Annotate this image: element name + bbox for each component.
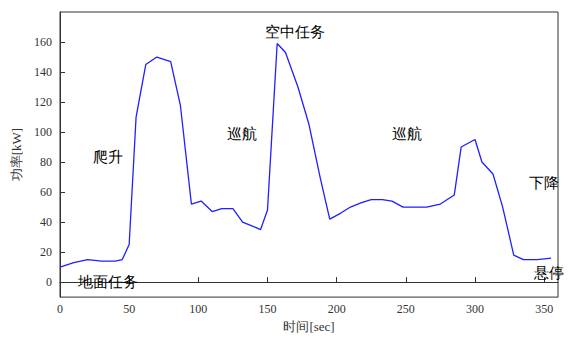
svg-text:250: 250 [397,302,415,316]
svg-text:60: 60 [40,185,52,199]
svg-text:100: 100 [189,302,207,316]
svg-text:150: 150 [259,302,277,316]
svg-text:巡航: 巡航 [392,126,422,142]
svg-text:20: 20 [40,245,52,259]
svg-text:50: 50 [123,302,135,316]
svg-text:140: 140 [34,65,52,79]
svg-text:爬升: 爬升 [93,149,123,165]
svg-text:悬停: 悬停 [533,265,564,281]
svg-text:地面任务: 地面任务 [77,274,138,290]
svg-text:300: 300 [466,302,484,316]
svg-text:40: 40 [40,215,52,229]
svg-text:160: 160 [34,35,52,49]
svg-text:巡航: 巡航 [227,126,257,142]
svg-text:时间[sec]: 时间[sec] [283,319,334,334]
svg-text:0: 0 [57,302,63,316]
svg-text:200: 200 [328,302,346,316]
svg-text:80: 80 [40,155,52,169]
svg-text:120: 120 [34,95,52,109]
svg-text:空中任务: 空中任务 [265,24,325,40]
svg-text:下降: 下降 [529,175,559,191]
svg-text:350: 350 [535,302,553,316]
svg-text:功率[kW]: 功率[kW] [9,128,24,181]
svg-text:0: 0 [46,275,52,289]
svg-text:100: 100 [34,125,52,139]
